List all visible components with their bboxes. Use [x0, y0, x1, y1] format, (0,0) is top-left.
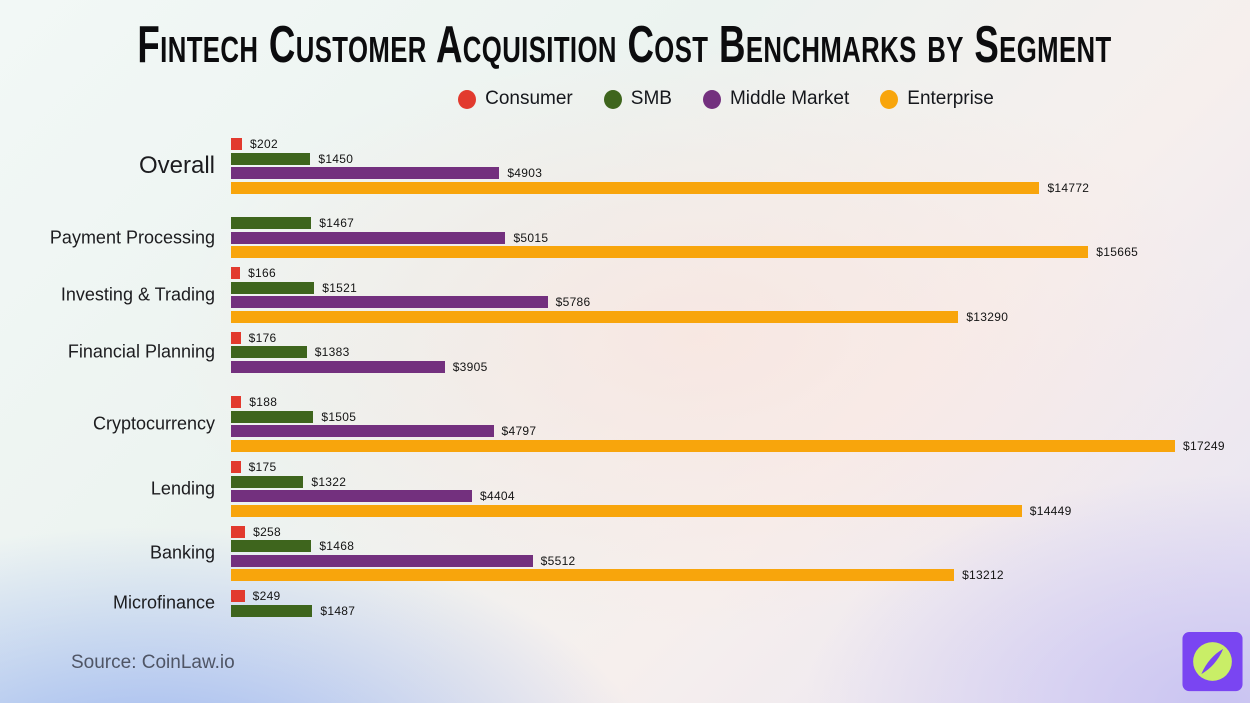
legend-label: Consumer — [485, 88, 573, 109]
legend-item-enterprise: Enterprise — [880, 88, 994, 110]
value-label-investing-trading-smb: $1521 — [322, 280, 358, 295]
bar-investing-trading-consumer — [231, 267, 241, 280]
legend-item-middle-market: Middle Market — [702, 88, 850, 110]
bar-overall-smb — [231, 152, 311, 165]
bar-investing-trading-smb — [231, 281, 315, 294]
value-label-lending-smb: $1322 — [311, 474, 347, 489]
bar-financial-planning-consumer — [231, 331, 241, 344]
value-label-microfinance-consumer: $249 — [252, 589, 281, 604]
value-label-financial-planning-middle-market: $3905 — [452, 359, 488, 374]
bar-overall-enterprise — [231, 181, 1040, 194]
value-label-banking-consumer: $258 — [253, 524, 282, 539]
value-label-banking-enterprise: $13212 — [962, 568, 1004, 583]
value-label-cryptocurrency-middle-market: $4797 — [501, 424, 537, 439]
bar-lending-middle-market — [231, 490, 473, 502]
value-label-financial-planning-smb: $1383 — [314, 345, 350, 360]
legend-swatch-icon — [458, 89, 477, 109]
value-label-lending-middle-market: $4404 — [480, 489, 515, 503]
bar-banking-enterprise — [231, 569, 955, 582]
value-label-overall-consumer: $202 — [250, 137, 278, 151]
bar-cryptocurrency-smb — [231, 410, 314, 423]
value-label-payment-processing-smb: $1467 — [319, 216, 355, 231]
category-label-payment-processing: Payment Processing — [49, 227, 215, 248]
value-label-banking-smb: $1468 — [319, 539, 355, 554]
value-label-payment-processing-middle-market: $5015 — [513, 230, 549, 245]
category-label-overall: Overall — [138, 151, 215, 179]
coinlaw-logo-badge — [1181, 631, 1244, 693]
legend-swatch-icon — [702, 89, 721, 109]
value-label-financial-planning-consumer: $176 — [248, 330, 277, 345]
bar-payment-processing-smb — [231, 217, 312, 230]
bar-financial-planning-middle-market — [231, 360, 445, 373]
legend-swatch-icon — [880, 89, 899, 109]
title-area: Fintech Customer Acquisition Cost Benchm… — [0, 16, 1250, 73]
bar-lending-enterprise — [231, 504, 1022, 517]
legend-label: Middle Market — [729, 88, 850, 109]
legend-item-smb: SMB — [603, 88, 672, 110]
legend-label: SMB — [630, 88, 672, 109]
value-label-payment-processing-enterprise: $15665 — [1096, 245, 1139, 260]
bar-microfinance-smb — [231, 604, 313, 617]
category-label-financial-planning: Financial Planning — [67, 341, 215, 362]
bar-cryptocurrency-consumer — [231, 396, 242, 409]
bar-payment-processing-middle-market — [231, 231, 506, 244]
source-credit: Source: CoinLaw.io — [71, 652, 235, 673]
value-label-investing-trading-enterprise: $13290 — [966, 309, 1009, 324]
bar-microfinance-consumer — [231, 590, 245, 603]
category-label-cryptocurrency: Cryptocurrency — [92, 413, 215, 434]
value-label-overall-smb: $1450 — [318, 151, 354, 166]
value-label-cryptocurrency-enterprise: $17249 — [1183, 438, 1225, 453]
value-label-investing-trading-middle-market: $5786 — [555, 295, 591, 310]
bar-cryptocurrency-middle-market — [231, 425, 494, 438]
bar-lending-consumer — [231, 461, 241, 473]
bar-overall-middle-market — [231, 167, 500, 179]
legend: Consumer SMB Middle Market Enterprise — [101, 88, 1250, 110]
value-label-overall-enterprise: $14772 — [1047, 180, 1090, 195]
value-label-lending-consumer: $175 — [248, 460, 277, 474]
bar-financial-planning-smb — [231, 346, 307, 359]
compass-icon — [1182, 631, 1243, 692]
legend-label: Enterprise — [907, 88, 994, 109]
category-label-microfinance: Microfinance — [112, 592, 215, 613]
category-label-banking: Banking — [149, 542, 215, 563]
value-label-microfinance-smb: $1487 — [320, 603, 356, 618]
bar-lending-smb — [231, 475, 304, 488]
category-label-lending: Lending — [150, 478, 215, 499]
value-label-lending-enterprise: $14449 — [1029, 503, 1072, 518]
bar-investing-trading-middle-market — [231, 296, 548, 309]
bar-payment-processing-enterprise — [231, 246, 1089, 259]
bar-cryptocurrency-enterprise — [231, 439, 1175, 452]
value-label-overall-middle-market: $4903 — [507, 166, 543, 180]
value-label-investing-trading-consumer: $166 — [248, 266, 276, 281]
value-label-cryptocurrency-consumer: $188 — [249, 395, 278, 410]
bar-banking-smb — [231, 540, 312, 553]
legend-swatch-icon — [603, 89, 622, 109]
bar-banking-middle-market — [231, 554, 533, 567]
bar-banking-consumer — [231, 525, 246, 538]
bar-overall-consumer — [231, 138, 243, 150]
bar-investing-trading-enterprise — [231, 310, 959, 323]
value-label-cryptocurrency-smb: $1505 — [321, 409, 357, 424]
legend-item-consumer: Consumer — [458, 88, 573, 110]
chart-title: Fintech Customer Acquisition Cost Benchm… — [137, 14, 1113, 74]
category-label-investing-trading: Investing & Trading — [60, 284, 215, 305]
value-label-banking-middle-market: $5512 — [540, 553, 576, 568]
